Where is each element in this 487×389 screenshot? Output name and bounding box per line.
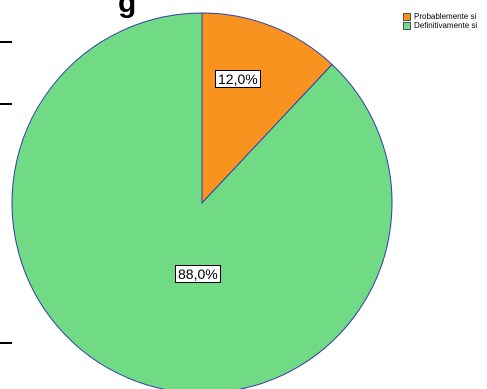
legend-swatch [403,21,411,30]
pie-slice-definitivamente-si [11,12,393,389]
legend-label: Probablemente si [414,12,477,21]
legend-item-probablemente-si: Probablemente si [403,12,477,21]
legend-label: Definitivamente si [414,21,478,30]
data-label-probablemente-si: 12,0% [215,70,261,88]
legend: Probablemente si Definitivamente si [403,12,477,30]
legend-item-definitivamente-si: Definitivamente si [403,21,477,30]
side-rule [0,342,12,344]
pie-slice-probablemente-si [201,12,333,205]
chart-title-fragment: g [118,0,137,19]
legend-swatch [403,12,411,21]
side-rule [0,103,12,105]
data-label-definitivamente-si: 88,0% [175,265,221,283]
side-rule [0,41,12,43]
